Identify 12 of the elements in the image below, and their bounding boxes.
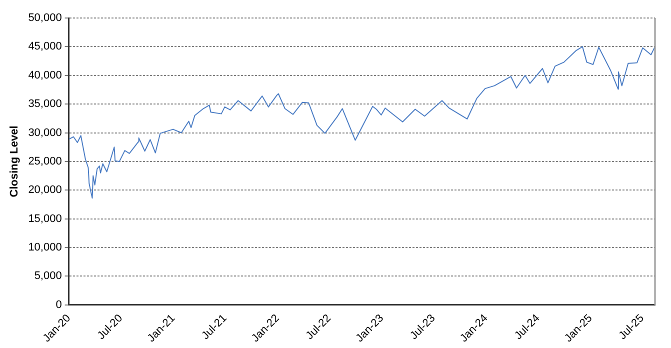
y-tick-label: 30,000 xyxy=(28,126,62,139)
y-tick-label: 25,000 xyxy=(28,155,62,168)
y-tick-label: 50,000 xyxy=(28,12,62,24)
y-tick-label: 5,000 xyxy=(34,270,62,282)
y-tick-label: 10,000 xyxy=(28,242,62,254)
y-tick-label: 40,000 xyxy=(28,69,62,82)
y-tick-label: 35,000 xyxy=(28,98,62,110)
y-tick-label: 15,000 xyxy=(28,212,62,225)
y-tick-label: 20,000 xyxy=(28,184,62,196)
y-axis-title: Closing Level xyxy=(8,126,21,198)
y-tick-label: 45,000 xyxy=(28,40,62,53)
y-tick-label: 0 xyxy=(56,298,62,311)
